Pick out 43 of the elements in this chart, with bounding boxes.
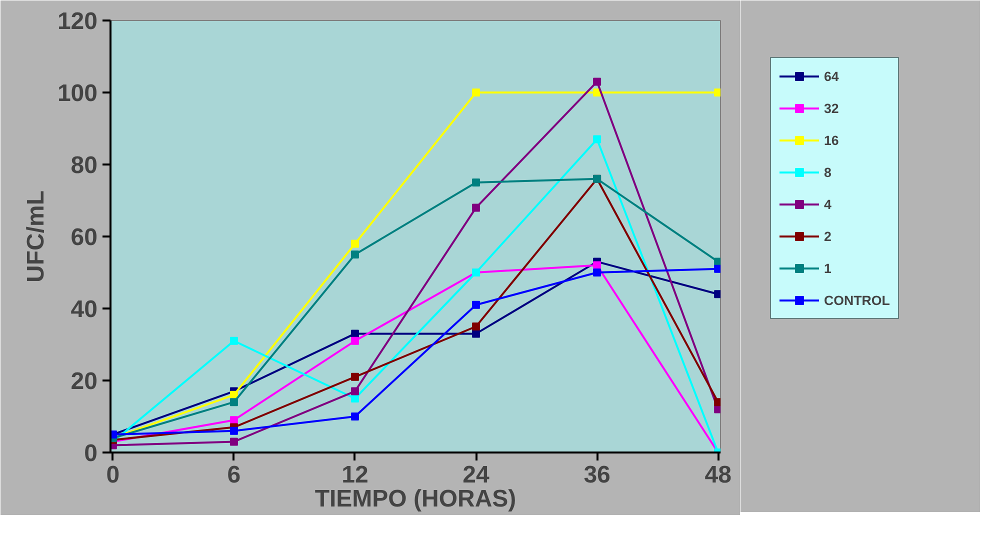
point <box>350 412 359 420</box>
point <box>350 387 359 396</box>
legend-label: 16 <box>824 132 840 148</box>
point <box>593 78 602 86</box>
point <box>472 178 480 186</box>
y-tick-label: 60 <box>70 224 98 251</box>
point <box>350 372 359 381</box>
point <box>472 204 480 212</box>
y-tick-label: 20 <box>70 368 98 395</box>
x-tick-label: 24 <box>462 462 490 488</box>
x-tick-label: 48 <box>704 462 732 488</box>
legend-label: 1 <box>824 260 832 276</box>
legend-label: 32 <box>824 100 840 116</box>
y-tick-label: 80 <box>70 152 98 179</box>
point <box>230 426 238 435</box>
point <box>350 336 359 345</box>
point <box>472 300 480 309</box>
point <box>230 398 238 406</box>
point <box>472 88 480 96</box>
x-tick-label: 12 <box>342 462 368 488</box>
point <box>593 135 602 144</box>
point <box>350 240 359 248</box>
legend-label: 8 <box>824 164 832 180</box>
point <box>350 330 359 338</box>
x-tick-label: 36 <box>584 462 610 488</box>
x-axis-title: TIEMPO (HORAS) <box>314 486 516 512</box>
x-tick-label: 0 <box>106 462 120 488</box>
y-tick-label: 0 <box>84 440 98 467</box>
legend-label: 2 <box>824 228 832 244</box>
point <box>593 268 602 276</box>
legend-label: 4 <box>824 196 832 212</box>
legend-label: CONTROL <box>824 292 890 308</box>
y-tick-label: 120 <box>57 8 98 35</box>
y-tick-label: 100 <box>57 80 98 107</box>
point <box>230 336 238 345</box>
y-tick-label: 40 <box>70 296 98 323</box>
point <box>350 250 359 258</box>
legend-label: 64 <box>824 68 840 84</box>
point <box>230 438 238 446</box>
point <box>472 322 480 330</box>
y-axis-title: UFC/mL <box>22 190 50 282</box>
point <box>230 416 238 424</box>
x-tick-label: 6 <box>227 462 241 488</box>
